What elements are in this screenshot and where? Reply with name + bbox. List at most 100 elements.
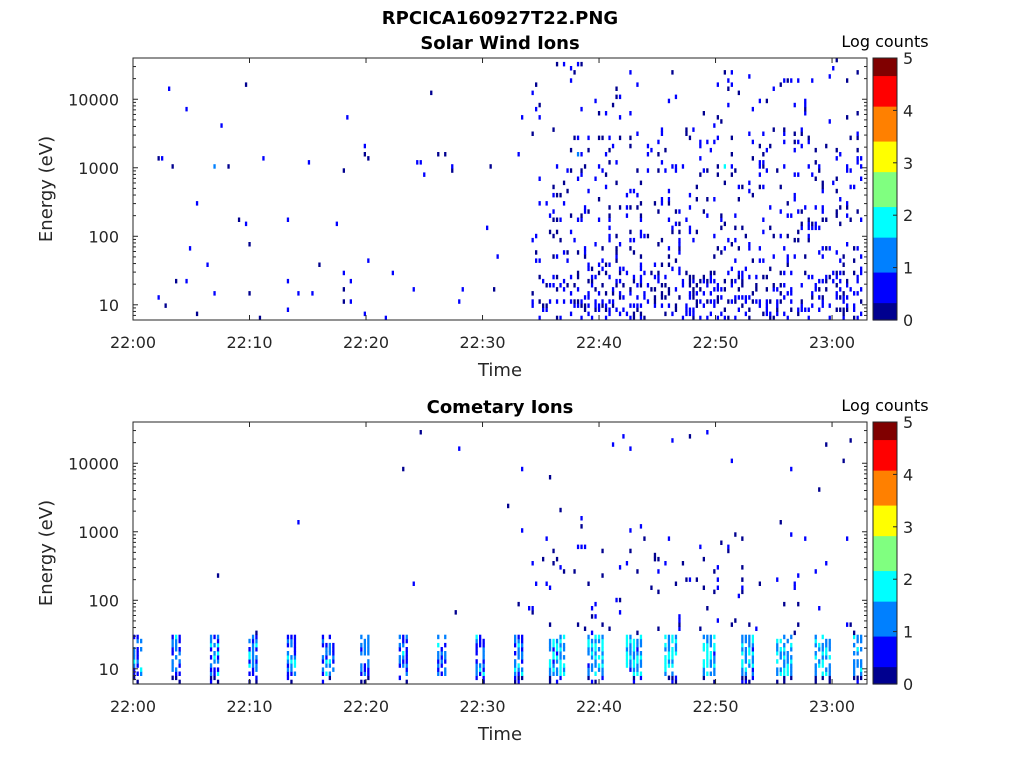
heatmap-cell <box>664 168 667 173</box>
heatmap-cell <box>559 667 562 672</box>
heatmap-cell <box>615 233 618 239</box>
heatmap-cell <box>583 246 587 251</box>
heatmap-cell <box>643 291 646 296</box>
heatmap-cell <box>216 573 220 578</box>
heatmap-cell <box>552 671 555 676</box>
heatmap-cell <box>856 663 859 668</box>
heatmap-cell <box>786 291 789 296</box>
colorbar-segment <box>873 101 897 107</box>
heatmap-cell <box>807 237 810 243</box>
heatmap-cell <box>653 303 657 308</box>
heatmap-cell <box>538 299 541 304</box>
heatmap-cell <box>779 299 782 304</box>
heatmap-cell <box>674 307 678 312</box>
heatmap-cell <box>741 274 744 280</box>
colorbar-segment <box>873 627 897 633</box>
heatmap-cell <box>846 201 849 206</box>
heatmap-cell <box>632 642 636 648</box>
heatmap-cell <box>636 303 639 308</box>
heatmap-cell <box>748 131 751 136</box>
heatmap-cell <box>618 135 622 141</box>
heatmap-cell <box>685 217 688 222</box>
heatmap-cell <box>437 152 440 157</box>
heatmap-cell <box>699 299 702 304</box>
heatmap-cell <box>842 311 845 317</box>
heatmap-cell <box>562 250 566 255</box>
colorbar-segment <box>873 237 897 242</box>
heatmap-cell <box>244 221 248 227</box>
heatmap-cell <box>776 679 779 685</box>
heatmap-cell <box>653 274 657 280</box>
colorbar-segment <box>873 71 897 77</box>
heatmap-cell <box>625 561 629 566</box>
heatmap-cell <box>625 270 629 276</box>
heatmap-cell <box>517 675 520 681</box>
heatmap-cell <box>590 651 594 656</box>
heatmap-cell <box>597 270 601 276</box>
heatmap-cell <box>133 659 136 664</box>
heatmap-cell <box>835 209 838 214</box>
heatmap-cell <box>594 601 597 607</box>
heatmap-cell <box>702 642 705 648</box>
heatmap-cell <box>699 544 702 550</box>
heatmap-cell <box>716 172 719 177</box>
heatmap-cell <box>762 152 765 157</box>
heatmap-cell <box>601 299 604 304</box>
heatmap-cell <box>720 217 723 222</box>
heatmap-cell <box>521 655 524 660</box>
heatmap-cell <box>398 647 401 652</box>
heatmap-cell <box>332 659 335 664</box>
heatmap-cell <box>685 127 688 132</box>
heatmap-cell <box>835 291 838 296</box>
heatmap-cell <box>660 201 664 206</box>
heatmap-cell <box>846 295 849 300</box>
heatmap-cell <box>171 667 174 672</box>
heatmap-cell <box>531 303 534 308</box>
heatmap-cell <box>853 303 856 308</box>
heatmap-cell <box>825 442 828 447</box>
solar-wind-panel: Solar Wind Ions 22:00 22:10 22:20 22:30 22:4… <box>36 32 929 381</box>
plot-frame <box>132 57 868 321</box>
heatmap-cell <box>548 663 552 668</box>
y-tick-label: 100 <box>88 591 119 610</box>
heatmap-cell <box>286 278 290 284</box>
heatmap-cell <box>580 299 583 304</box>
heatmap-cell <box>734 258 737 263</box>
heatmap-cell <box>713 651 716 656</box>
heatmap-cell <box>825 651 828 656</box>
heatmap-cell <box>860 659 863 664</box>
heatmap-cell <box>653 201 657 206</box>
heatmap-cell <box>573 237 576 243</box>
heatmap-cell <box>594 299 597 304</box>
heatmap-cell <box>569 311 573 317</box>
heatmap-cell <box>786 655 789 660</box>
heatmap-cell <box>695 577 698 582</box>
heatmap-cell <box>412 581 415 586</box>
heatmap-cell <box>517 634 520 640</box>
heatmap-cell <box>601 671 604 676</box>
heatmap-cell <box>856 659 859 664</box>
heatmap-cell <box>639 634 643 640</box>
heatmap-cell <box>699 156 702 161</box>
heatmap-cell <box>790 634 793 640</box>
heatmap-cell <box>825 143 828 149</box>
heatmap-cell <box>716 565 719 570</box>
heatmap-cell <box>136 655 139 660</box>
heatmap-cell <box>216 647 220 652</box>
heatmap-cell <box>800 225 803 231</box>
heatmap-cell <box>576 303 580 308</box>
heatmap-cell <box>479 671 482 676</box>
heatmap-cell <box>779 184 782 190</box>
colorbar-segment <box>873 605 897 611</box>
heatmap-cell <box>583 254 587 259</box>
heatmap-cell <box>657 589 660 595</box>
heatmap-cell <box>790 466 793 472</box>
heatmap-cell <box>765 307 768 312</box>
heatmap-cell <box>685 577 688 582</box>
heatmap-cell <box>776 659 779 664</box>
heatmap-cell <box>727 315 730 321</box>
colorbar-segment <box>873 653 897 659</box>
heatmap-cell <box>535 106 538 112</box>
heatmap-cell <box>594 671 597 676</box>
heatmap-cell <box>783 663 786 668</box>
